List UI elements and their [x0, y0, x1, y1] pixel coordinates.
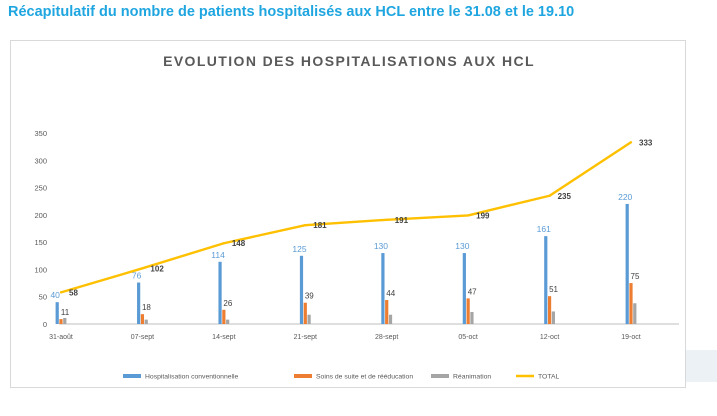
x-tick-label: 05-oct: [458, 334, 478, 341]
bar-2: [470, 311, 474, 324]
bar-1: [385, 299, 389, 324]
legend-label: TOTAL: [538, 374, 559, 381]
bar-data-label: 76: [132, 271, 142, 281]
total-data-label: 199: [476, 211, 490, 220]
bar-data-label: 75: [631, 272, 640, 281]
bar-data-label: 130: [455, 241, 469, 251]
bar-data-label: 44: [386, 289, 395, 298]
bar-2: [388, 314, 393, 324]
total-data-label: 333: [639, 138, 653, 147]
corner-decoration: [686, 350, 717, 382]
total-line: [60, 141, 632, 294]
y-tick-label: 150: [34, 238, 47, 247]
bar-0: [218, 261, 222, 324]
legend-swatch: [294, 374, 312, 378]
legend-label: Réanimation: [453, 374, 491, 381]
bar-2: [226, 319, 230, 324]
legend-label: Soins de suite et de rééducation: [316, 374, 413, 381]
bar-data-label: 39: [305, 292, 314, 301]
legend-swatch: [123, 374, 141, 378]
bar-data-label: 114: [211, 250, 225, 260]
bar-1: [303, 302, 307, 324]
y-tick-label: 250: [34, 184, 47, 193]
bar-2: [63, 317, 67, 324]
bar-0: [381, 253, 385, 324]
bar-0: [55, 302, 59, 324]
total-data-label: 58: [69, 288, 78, 297]
bar-0: [299, 255, 304, 324]
bar-data-label: 18: [142, 303, 151, 312]
bar-2: [633, 303, 637, 324]
total-point: [629, 141, 633, 144]
chart-frame: EVOLUTION DES HOSPITALISATIONS AUX HCL 0…: [10, 40, 686, 388]
bar-1: [629, 283, 633, 324]
y-tick-label: 100: [34, 265, 47, 274]
bar-1: [59, 319, 63, 324]
bar-data-label: 26: [223, 299, 232, 308]
bar-1: [140, 314, 145, 324]
y-tick-label: 350: [34, 129, 47, 138]
bar-data-label: 220: [618, 192, 632, 202]
x-tick-label: 31-août: [49, 334, 73, 341]
total-point: [548, 194, 551, 197]
x-tick-label: 21-sept: [294, 334, 317, 341]
y-tick-label: 300: [34, 156, 47, 165]
total-data-label: 148: [232, 239, 246, 248]
bar-2: [307, 314, 311, 324]
total-data-label: 191: [395, 216, 409, 225]
bar-data-label: 51: [549, 285, 558, 294]
y-tick-label: 0: [43, 320, 47, 329]
bar-1: [547, 296, 552, 324]
slide-title: Récapitulatif du nombre de patients hosp…: [8, 4, 575, 20]
bar-0: [544, 236, 548, 324]
hospitalisations-chart: EVOLUTION DES HOSPITALISATIONS AUX HCL 0…: [34, 53, 679, 381]
bar-0: [137, 282, 141, 324]
chart-title: EVOLUTION DES HOSPITALISATIONS AUX HCL: [163, 53, 535, 69]
bar-data-label: 130: [374, 241, 388, 251]
bar-1: [222, 309, 226, 324]
total-data-label: 181: [313, 221, 327, 230]
total-point: [141, 267, 144, 270]
x-tick-label: 14-sept: [212, 334, 235, 341]
y-tick-label: 50: [39, 293, 47, 302]
total-point: [304, 224, 307, 227]
bar-data-label: 40: [50, 290, 60, 300]
total-point: [385, 218, 388, 221]
total-point: [59, 291, 63, 294]
x-tick-label: 07-sept: [131, 334, 154, 341]
bar-2: [551, 311, 555, 324]
x-tick-label: 28-sept: [375, 334, 398, 341]
x-tick-label: 19-oct: [621, 334, 641, 341]
y-tick-label: 200: [34, 211, 47, 220]
bar-data-label: 11: [61, 308, 70, 317]
bar-data-label: 125: [292, 244, 306, 254]
total-data-label: 235: [558, 192, 572, 201]
bar-2: [144, 319, 148, 324]
total-data-label: 102: [150, 264, 164, 273]
bar-0: [625, 203, 629, 324]
legend-swatch: [431, 374, 449, 378]
bar-data-label: 161: [537, 224, 551, 234]
bar-data-label: 47: [468, 287, 477, 296]
bar-1: [466, 298, 470, 324]
bar-0: [462, 253, 466, 324]
legend-label: Hospitalisation conventionnelle: [145, 374, 239, 381]
x-tick-label: 12-oct: [540, 334, 560, 341]
total-point: [466, 214, 470, 217]
total-point: [222, 242, 226, 245]
